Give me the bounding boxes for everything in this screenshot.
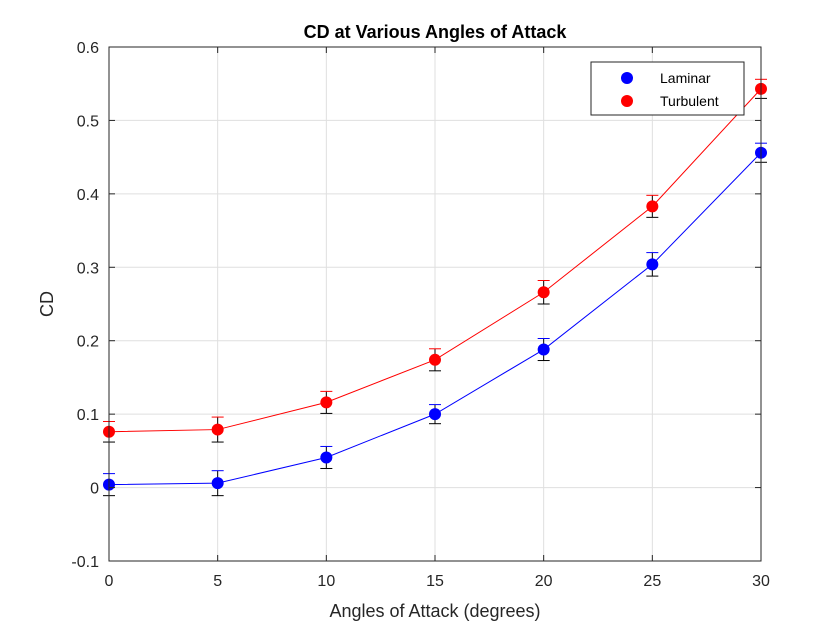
y-tick-label: 0.5 bbox=[77, 113, 99, 130]
y-tick-label: 0.3 bbox=[77, 260, 99, 277]
data-point-turbulent bbox=[646, 200, 659, 213]
legend-marker-turbulent bbox=[621, 95, 633, 107]
x-tick-label: 25 bbox=[643, 573, 661, 590]
x-tick-label: 5 bbox=[213, 573, 222, 590]
legend: Laminar Turbulent bbox=[590, 61, 745, 116]
data-point-turbulent bbox=[211, 423, 224, 436]
x-tick-label: 0 bbox=[105, 573, 114, 590]
chart-title: CD at Various Angles of Attack bbox=[304, 22, 568, 42]
y-tick-label: -0.1 bbox=[71, 554, 99, 571]
data-point-laminar bbox=[646, 258, 659, 271]
x-tick-label: 10 bbox=[317, 573, 335, 590]
y-axis-title: CD bbox=[37, 291, 57, 317]
data-point-laminar bbox=[320, 451, 333, 464]
x-axis-title: Angles of Attack (degrees) bbox=[329, 601, 540, 621]
legend-label-turbulent: Turbulent bbox=[660, 93, 719, 109]
legend-box bbox=[590, 61, 745, 116]
ticks: 0 5 10 15 20 25 30 -0.1 0 0.1 0.2 0.3 0.4 0.5 0.6 bbox=[71, 40, 770, 590]
data-point-turbulent bbox=[537, 286, 550, 299]
legend-label-laminar: Laminar bbox=[660, 70, 711, 86]
x-tick-label: 30 bbox=[752, 573, 770, 590]
x-tick-label: 20 bbox=[535, 573, 553, 590]
data-point-laminar bbox=[211, 477, 224, 490]
x-tick-label: 15 bbox=[426, 573, 444, 590]
data-point-turbulent bbox=[320, 396, 333, 409]
y-tick-label: 0.6 bbox=[77, 40, 99, 57]
data-point-turbulent bbox=[429, 353, 441, 366]
y-tick-label: 0 bbox=[90, 481, 99, 498]
y-tick-label: 0.4 bbox=[77, 187, 99, 204]
legend-marker-laminar bbox=[621, 72, 633, 84]
data-point-laminar bbox=[429, 408, 441, 421]
y-tick-label: 0.1 bbox=[77, 407, 99, 424]
data-point-laminar bbox=[537, 343, 550, 356]
y-tick-label: 0.2 bbox=[77, 334, 99, 351]
